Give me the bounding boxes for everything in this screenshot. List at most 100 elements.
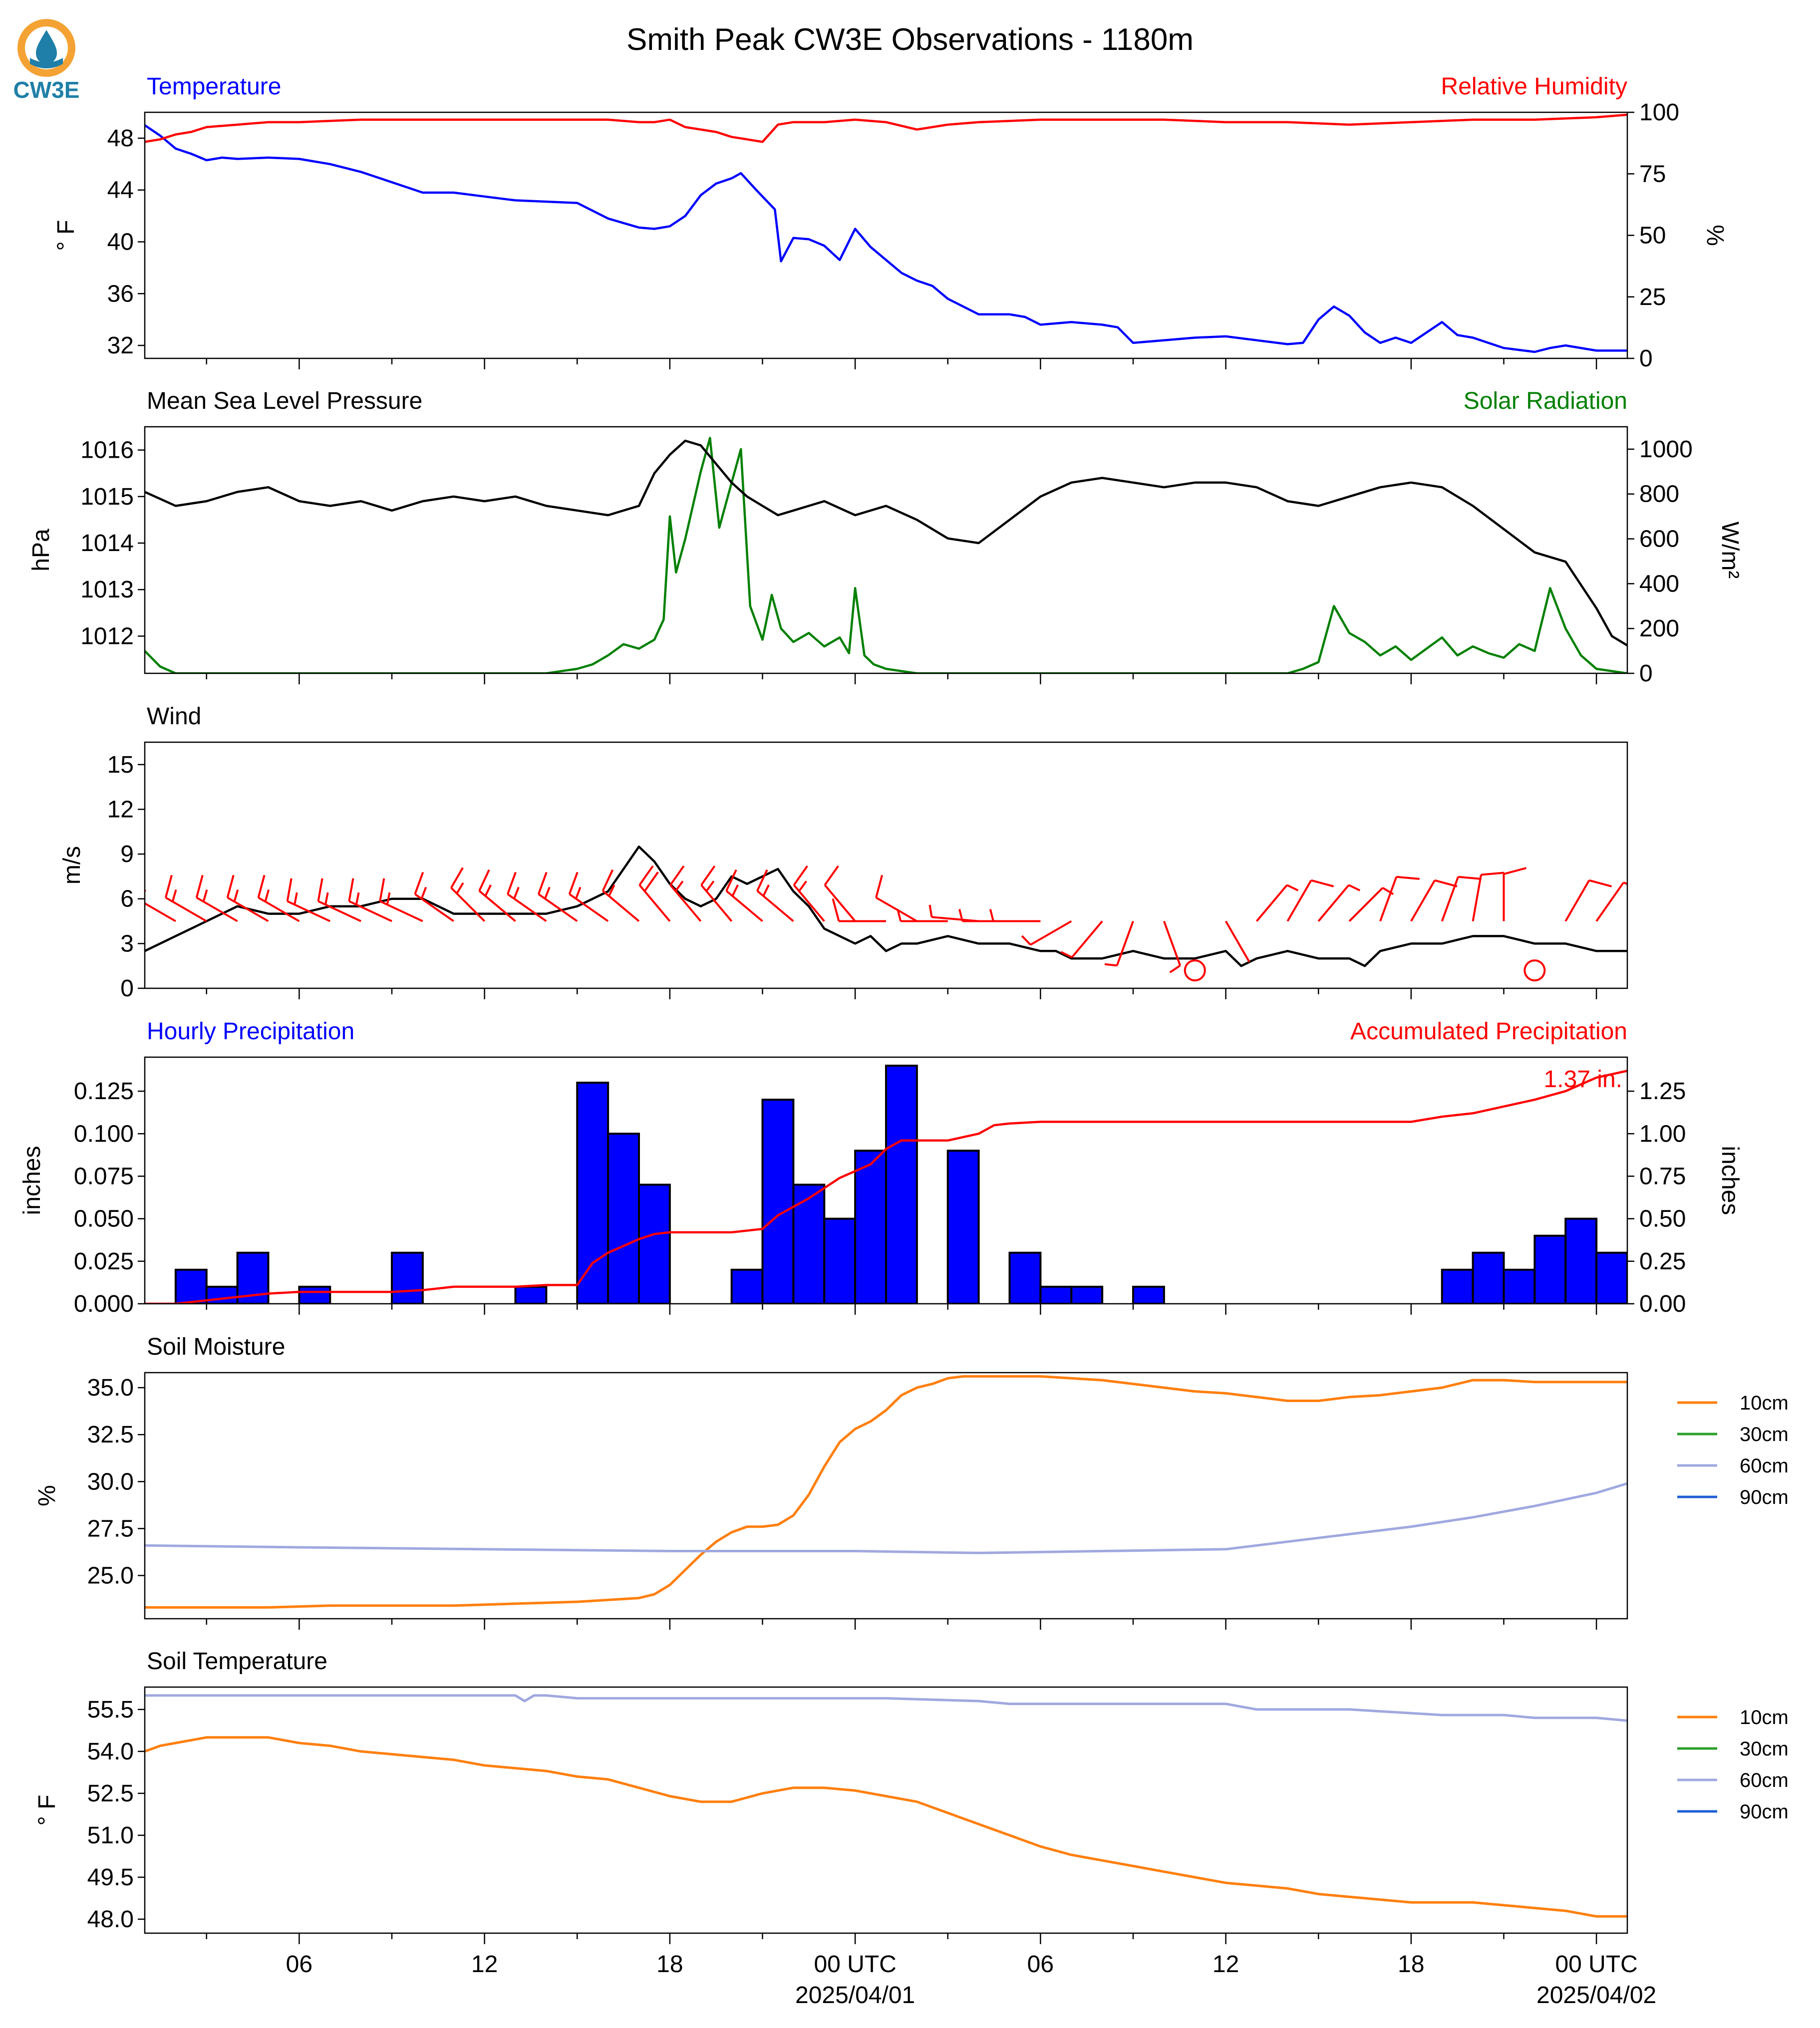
y-right-tick-label: 600 bbox=[1639, 526, 1679, 553]
wind-barb bbox=[669, 865, 702, 922]
y-axis-label: m/s bbox=[59, 846, 85, 884]
y-tick-label: 27.5 bbox=[87, 1515, 134, 1542]
barb-half-flag bbox=[264, 889, 270, 902]
precip-bar bbox=[823, 1217, 857, 1304]
plot-frame bbox=[144, 741, 1628, 989]
y-tick-label: 0.125 bbox=[74, 1078, 134, 1105]
y-tick-label: 0.075 bbox=[74, 1163, 134, 1189]
barb-flag bbox=[1588, 879, 1612, 887]
legend-label: 10cm bbox=[1740, 1392, 1789, 1414]
panel-left-title: Hourly Precipitation bbox=[147, 1018, 354, 1045]
y-tick-label: 49.5 bbox=[87, 1864, 134, 1891]
wind-barb bbox=[145, 889, 176, 922]
wind-barb bbox=[638, 865, 671, 922]
y-tick-label: 1013 bbox=[80, 577, 134, 603]
precip-bar bbox=[1070, 1285, 1104, 1304]
precip-bar bbox=[607, 1133, 640, 1304]
wind-barb bbox=[725, 869, 763, 922]
precip-bar bbox=[514, 1285, 548, 1304]
wind-barb bbox=[286, 878, 331, 922]
x-date-label: 2025/04/01 bbox=[795, 1982, 915, 2009]
x-tick-label: 18 bbox=[656, 1951, 683, 1978]
wind-barb bbox=[1224, 920, 1250, 963]
precip-bar bbox=[1008, 1251, 1042, 1304]
wind-barb bbox=[1441, 875, 1482, 922]
plot-area bbox=[145, 113, 1627, 353]
x-tick-label: 12 bbox=[471, 1951, 498, 1978]
wind-barb bbox=[1472, 871, 1505, 921]
wind-barb bbox=[1021, 920, 1072, 946]
barb-half-flag bbox=[1060, 951, 1073, 958]
y-right-tick-label: 200 bbox=[1639, 615, 1679, 642]
x-tick-label: 12 bbox=[1213, 1951, 1239, 1978]
barb-flag bbox=[414, 871, 424, 895]
y-tick-label: 0.100 bbox=[74, 1121, 134, 1147]
pressure-line bbox=[145, 439, 1627, 647]
barb-flag bbox=[286, 878, 293, 901]
accum-total-label: 1.37 in. bbox=[1544, 1066, 1622, 1093]
barb-flag bbox=[793, 865, 808, 886]
barb-flag bbox=[195, 874, 204, 898]
barb-half-flag bbox=[233, 889, 239, 902]
barb-flag bbox=[700, 865, 716, 886]
y-right-tick-label: 50 bbox=[1639, 223, 1666, 249]
y-right-tick-label: 0 bbox=[1639, 660, 1653, 687]
y-tick-label: 36 bbox=[107, 281, 134, 307]
barb-half-flag bbox=[1382, 887, 1394, 895]
panel-2: Mean Sea Level Pressure Solar Radiation 10… bbox=[28, 388, 1743, 687]
precip-bar bbox=[1564, 1217, 1598, 1304]
barb-flag bbox=[875, 874, 884, 898]
precip-bar bbox=[638, 1183, 671, 1304]
wind-barb bbox=[1317, 884, 1361, 922]
barb-flag bbox=[832, 898, 840, 922]
barb-half-flag bbox=[544, 886, 551, 899]
y-axis-label: % bbox=[34, 1485, 60, 1506]
calm-wind-icon bbox=[1523, 959, 1546, 982]
barb-shaft bbox=[1030, 920, 1072, 946]
barb-shaft bbox=[1379, 876, 1398, 922]
y-tick-label: 51.0 bbox=[87, 1822, 134, 1849]
precip-bar bbox=[1441, 1268, 1474, 1304]
wind-barb bbox=[257, 874, 300, 922]
x-axis-labels: 06 12 18 00 UTC 2025/04/01 06 12 18 00 UTC 2025/0… bbox=[286, 1951, 1657, 2009]
barb-flag bbox=[643, 871, 659, 892]
barb-half-flag bbox=[294, 892, 298, 905]
y-right-tick-label: 0.75 bbox=[1639, 1163, 1686, 1189]
barb-shaft bbox=[1348, 887, 1384, 922]
barb-half-flag bbox=[420, 886, 427, 899]
barb-flag bbox=[1481, 871, 1505, 876]
plot-area bbox=[145, 1375, 1627, 1609]
wind-barb bbox=[602, 869, 640, 922]
y-tick-label: 1012 bbox=[80, 623, 134, 649]
wind-barb bbox=[793, 865, 825, 922]
wind-barb bbox=[507, 871, 547, 922]
precip-bar bbox=[792, 1183, 826, 1304]
y-right-tick-label: 800 bbox=[1639, 481, 1679, 508]
precip-bar bbox=[946, 1150, 980, 1304]
x-tick-label: 00 UTC bbox=[1555, 1951, 1637, 1978]
precip-bar bbox=[391, 1251, 424, 1304]
plot-frame bbox=[144, 111, 1628, 359]
y-tick-label: 25.0 bbox=[87, 1562, 134, 1589]
barb-shaft bbox=[1441, 876, 1459, 922]
wind-barb bbox=[897, 909, 948, 922]
y-right-tick-label: 0.00 bbox=[1639, 1291, 1686, 1317]
barb-flag bbox=[478, 869, 490, 891]
y-tick-label: 9 bbox=[120, 841, 134, 868]
y-tick-label: 32.5 bbox=[87, 1422, 134, 1448]
precip-bar bbox=[885, 1065, 918, 1304]
soil-10cm-line bbox=[145, 1736, 1627, 1918]
precip-bar bbox=[174, 1268, 208, 1304]
barb-flag bbox=[1458, 875, 1482, 880]
precip-bar bbox=[298, 1285, 331, 1304]
logo-text: CW3E bbox=[13, 77, 80, 103]
barb-flag bbox=[317, 878, 323, 901]
barb-shaft bbox=[824, 884, 856, 922]
wind-barb bbox=[1379, 875, 1420, 922]
y-tick-label: 15 bbox=[107, 752, 134, 778]
wind-barb bbox=[1595, 881, 1627, 922]
barb-half-flag bbox=[456, 882, 464, 894]
barb-half-flag bbox=[897, 909, 902, 922]
wind-barb bbox=[832, 898, 886, 922]
plot-area bbox=[145, 1065, 1627, 1304]
